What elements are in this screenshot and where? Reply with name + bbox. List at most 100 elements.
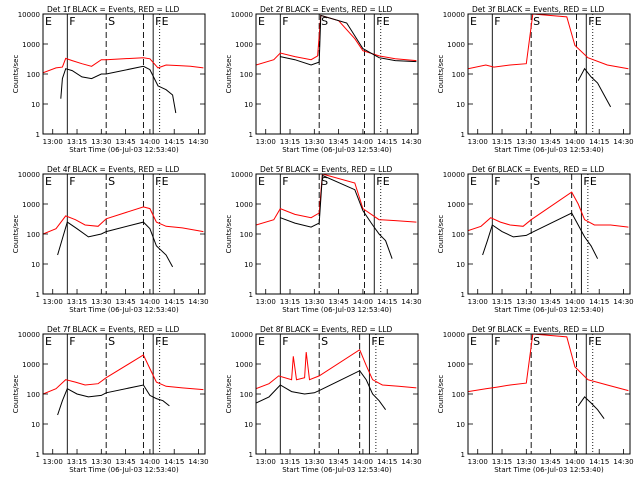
y-tick-label: 1000 (235, 361, 253, 369)
marker-label: E (590, 175, 597, 188)
y-tick-label: 10 (244, 261, 253, 269)
marker-label: E (162, 335, 169, 348)
x-tick-label: 13:30 (91, 138, 111, 146)
x-tick-label: 13:00 (468, 298, 488, 306)
y-tick-label: 10000 (443, 331, 465, 339)
marker-label: E (383, 175, 390, 188)
x-tick-label: 13:30 (91, 458, 111, 466)
marker-label: S (533, 335, 540, 348)
panel-title: Det 8f BLACK = Events, RED = LLD (260, 325, 393, 334)
x-tick-label: 13:45 (541, 458, 561, 466)
y-tick-label: 10 (31, 421, 40, 429)
marker-label: F (69, 15, 75, 28)
x-axis-label: Start Time (06-Jul-03 12:53:40) (69, 466, 179, 474)
y-axis-label: Counts/sec (437, 55, 445, 94)
marker-label: F (494, 175, 500, 188)
panel-title: Det 7f BLACK = Events, RED = LLD (47, 325, 180, 334)
x-tick-label: 13:15 (280, 458, 300, 466)
x-tick-label: 14:00 (565, 458, 585, 466)
x-axis-label: Start Time (06-Jul-03 12:53:40) (69, 146, 179, 154)
y-axis-label: Counts/sec (225, 55, 233, 94)
x-tick-label: 13:45 (116, 298, 136, 306)
marker-label: E (470, 335, 477, 348)
panel-title: Det 2f BLACK = Events, RED = LLD (260, 5, 393, 14)
x-tick-label: 14:00 (140, 298, 160, 306)
y-tick-label: 10000 (231, 171, 253, 179)
x-tick-label: 14:15 (377, 138, 397, 146)
y-tick-label: 100 (452, 71, 465, 79)
x-tick-label: 13:00 (256, 138, 276, 146)
y-tick-label: 10000 (231, 11, 253, 19)
marker-label: E (383, 15, 390, 28)
x-tick-label: 13:45 (329, 458, 349, 466)
y-tick-label: 100 (452, 391, 465, 399)
marker-label: F (69, 175, 75, 188)
panel-title: Det 1f BLACK = Events, RED = LLD (47, 5, 180, 14)
y-tick-label: 1 (249, 451, 253, 459)
x-tick-label: 13:00 (468, 458, 488, 466)
marker-label: S (108, 335, 115, 348)
marker-label: E (378, 335, 385, 348)
panel-title: Det 6f BLACK = Events, RED = LLD (472, 165, 605, 174)
x-tick-label: 13:30 (91, 298, 111, 306)
y-tick-label: 1 (36, 131, 40, 139)
y-tick-label: 1 (249, 131, 253, 139)
x-tick-label: 14:00 (353, 458, 373, 466)
marker-label: F (588, 335, 594, 348)
x-tick-label: 13:45 (541, 138, 561, 146)
series-events-line (280, 174, 393, 259)
x-tick-label: 13:45 (329, 298, 349, 306)
x-tick-label: 14:30 (401, 138, 421, 146)
panel-title: Det 5f BLACK = Events, RED = LLD (260, 165, 393, 174)
x-tick-label: 13:15 (492, 458, 512, 466)
y-axis-label: Counts/sec (12, 375, 20, 414)
marker-label: F (494, 335, 500, 348)
x-axis-label: Start Time (06-Jul-03 12:53:40) (282, 146, 392, 154)
x-tick-label: 14:30 (188, 298, 208, 306)
x-tick-label: 14:00 (565, 138, 585, 146)
x-tick-label: 14:00 (140, 138, 160, 146)
marker-label: E (45, 175, 52, 188)
y-tick-label: 10 (31, 261, 40, 269)
y-axis-label: Counts/sec (437, 215, 445, 254)
y-tick-label: 1 (461, 131, 465, 139)
marker-label: S (108, 15, 115, 28)
y-tick-label: 1 (249, 291, 253, 299)
y-tick-label: 10 (31, 101, 40, 109)
x-axis-label: Start Time (06-Jul-03 12:53:40) (494, 146, 604, 154)
y-tick-label: 1000 (22, 361, 40, 369)
x-tick-label: 13:30 (516, 458, 536, 466)
marker-label: F (583, 175, 589, 188)
marker-label: E (45, 335, 52, 348)
x-tick-label: 13:45 (116, 138, 136, 146)
panel-title: Det 3f BLACK = Events, RED = LLD (472, 5, 605, 14)
y-tick-label: 1 (36, 451, 40, 459)
series-events-line (577, 67, 612, 108)
x-axis-label: Start Time (06-Jul-03 12:53:40) (69, 306, 179, 314)
series-lld-line (43, 354, 204, 395)
marker-label: F (376, 15, 382, 28)
x-tick-label: 14:00 (140, 458, 160, 466)
marker-label: E (162, 15, 169, 28)
series-events-line (482, 212, 599, 259)
y-tick-label: 10 (244, 101, 253, 109)
y-tick-label: 100 (27, 391, 40, 399)
marker-label: F (282, 175, 288, 188)
x-tick-label: 13:00 (43, 138, 63, 146)
marker-label: F (371, 335, 377, 348)
marker-label: E (595, 335, 602, 348)
x-axis-label: Start Time (06-Jul-03 12:53:40) (494, 306, 604, 314)
x-tick-label: 13:15 (67, 138, 87, 146)
series-events-line (577, 396, 605, 419)
marker-label: E (258, 335, 265, 348)
x-tick-label: 14:15 (164, 458, 184, 466)
x-tick-label: 14:30 (188, 458, 208, 466)
x-tick-label: 13:00 (256, 298, 276, 306)
y-tick-label: 10 (456, 101, 465, 109)
marker-label: S (533, 15, 540, 28)
y-tick-label: 1000 (235, 41, 253, 49)
x-tick-label: 13:30 (304, 298, 324, 306)
